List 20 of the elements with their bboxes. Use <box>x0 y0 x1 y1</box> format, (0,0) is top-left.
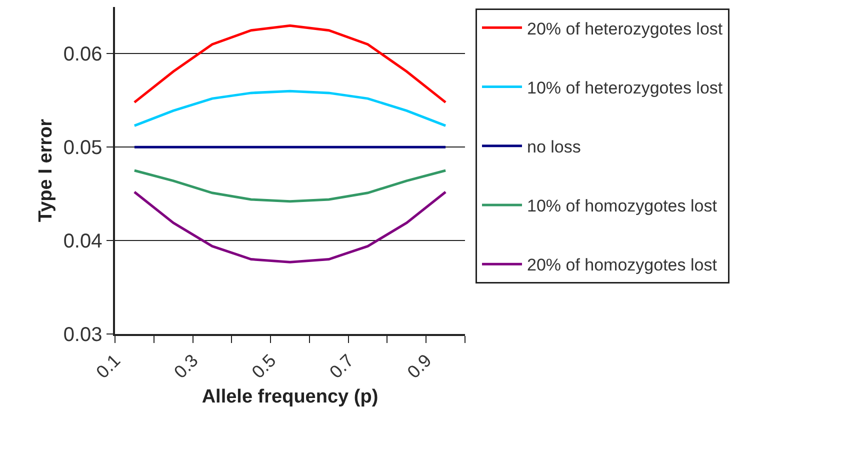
x-tick-label: 0.5 <box>248 350 280 382</box>
legend-label: 10% of heterozygotes lost <box>527 78 723 98</box>
line-series <box>133 190 447 264</box>
y-tick-label: 0.06 <box>63 44 102 66</box>
x-tick-label: 0.3 <box>170 350 202 382</box>
y-tick-label: 0.04 <box>63 230 102 253</box>
legend-label: no loss <box>527 138 581 157</box>
legend-label: 10% of homozygotes lost <box>527 196 718 216</box>
line-series <box>133 169 447 203</box>
x-axis-title: Allele frequency (p) <box>202 386 378 408</box>
x-tick-label: 0.7 <box>326 350 358 382</box>
x-tick-label: 0.9 <box>403 350 436 382</box>
y-tick-label: 0.05 <box>63 137 102 160</box>
x-tick-label: 0.1 <box>92 350 124 382</box>
y-axis-title: Type I error <box>36 118 57 222</box>
legend-label: 20% of homozygotes lost <box>527 256 718 275</box>
legend-label: 20% of heterozygotes lost <box>527 19 723 38</box>
y-tick-label: 0.03 <box>63 324 102 346</box>
line-series <box>133 90 447 127</box>
line-series <box>133 24 447 104</box>
